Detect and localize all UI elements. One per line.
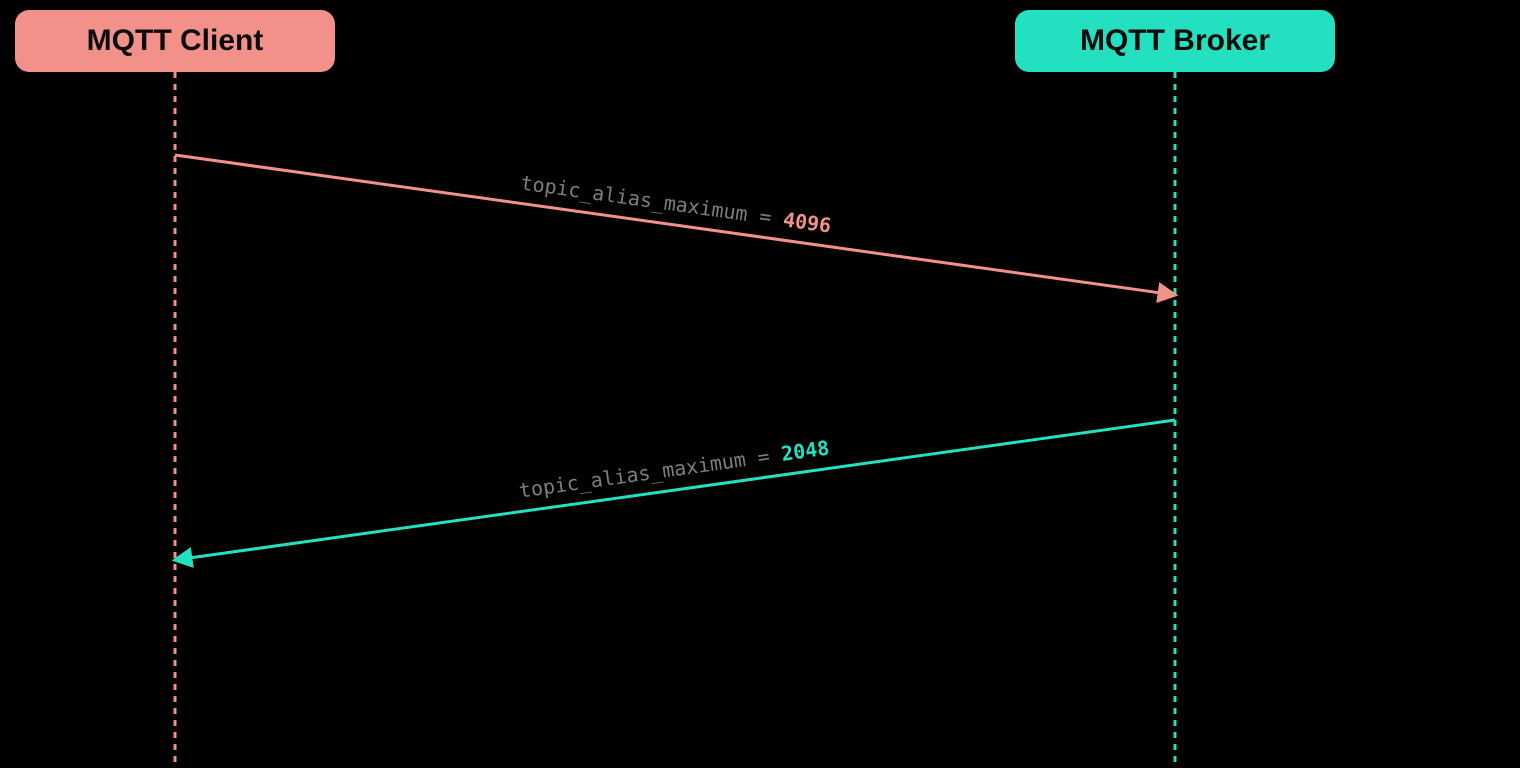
message-2-label: topic_alias_maximum = 2048 [517, 435, 830, 502]
message-1-arrow [175, 155, 1175, 295]
participant-client-label: MQTT Client [87, 24, 264, 58]
message-1-label: topic_alias_maximum = 4096 [519, 170, 832, 237]
participant-client-box: MQTT Client [15, 10, 335, 72]
participant-broker-label: MQTT Broker [1080, 24, 1270, 58]
diagram-svg: topic_alias_maximum = 4096 topic_alias_m… [0, 0, 1520, 768]
message-2-arrow [175, 420, 1175, 560]
sequence-diagram: MQTT Client MQTT Broker topic_alias_maxi… [0, 0, 1520, 768]
participant-broker-box: MQTT Broker [1015, 10, 1335, 72]
